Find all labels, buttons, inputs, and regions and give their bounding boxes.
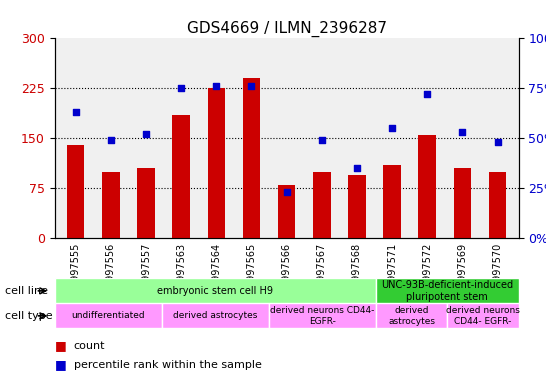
Point — [317, 137, 326, 143]
Text: embryonic stem cell H9: embryonic stem cell H9 — [157, 286, 273, 296]
Text: derived
astrocytes: derived astrocytes — [388, 306, 435, 326]
FancyBboxPatch shape — [55, 303, 162, 328]
Text: ■: ■ — [55, 339, 67, 352]
Bar — [207, 88, 225, 238]
FancyBboxPatch shape — [376, 278, 519, 303]
Text: ■: ■ — [55, 358, 67, 371]
Point — [493, 139, 502, 145]
Point — [212, 83, 221, 89]
Bar — [243, 78, 260, 238]
Point — [247, 83, 256, 89]
Point — [458, 129, 467, 135]
Point — [388, 125, 396, 131]
Title: GDS4669 / ILMN_2396287: GDS4669 / ILMN_2396287 — [187, 21, 387, 37]
Bar — [278, 185, 295, 238]
Point — [282, 189, 291, 195]
FancyBboxPatch shape — [376, 303, 447, 328]
Bar — [67, 145, 85, 238]
Bar — [348, 175, 366, 238]
Bar — [102, 172, 120, 238]
Point — [141, 131, 150, 137]
Text: UNC-93B-deficient-induced
pluripotent stem: UNC-93B-deficient-induced pluripotent st… — [381, 280, 513, 302]
FancyBboxPatch shape — [55, 278, 376, 303]
Point — [106, 137, 115, 143]
Bar — [137, 168, 155, 238]
Text: undifferentiated: undifferentiated — [72, 311, 145, 320]
Bar — [418, 135, 436, 238]
FancyBboxPatch shape — [162, 303, 269, 328]
Text: derived neurons CD44-
EGFR-: derived neurons CD44- EGFR- — [270, 306, 375, 326]
Point — [72, 109, 80, 115]
Text: derived neurons
CD44- EGFR-: derived neurons CD44- EGFR- — [446, 306, 520, 326]
Point — [423, 91, 432, 98]
Bar — [313, 172, 330, 238]
Text: cell line: cell line — [5, 286, 49, 296]
Text: count: count — [74, 341, 105, 351]
Text: percentile rank within the sample: percentile rank within the sample — [74, 360, 262, 370]
Point — [177, 85, 186, 91]
FancyBboxPatch shape — [269, 303, 376, 328]
Bar — [489, 172, 506, 238]
Point — [353, 165, 361, 171]
Bar — [383, 165, 401, 238]
Text: derived astrocytes: derived astrocytes — [173, 311, 257, 320]
Bar — [173, 115, 190, 238]
FancyBboxPatch shape — [447, 303, 519, 328]
Text: cell type: cell type — [5, 311, 53, 321]
Bar — [454, 168, 471, 238]
